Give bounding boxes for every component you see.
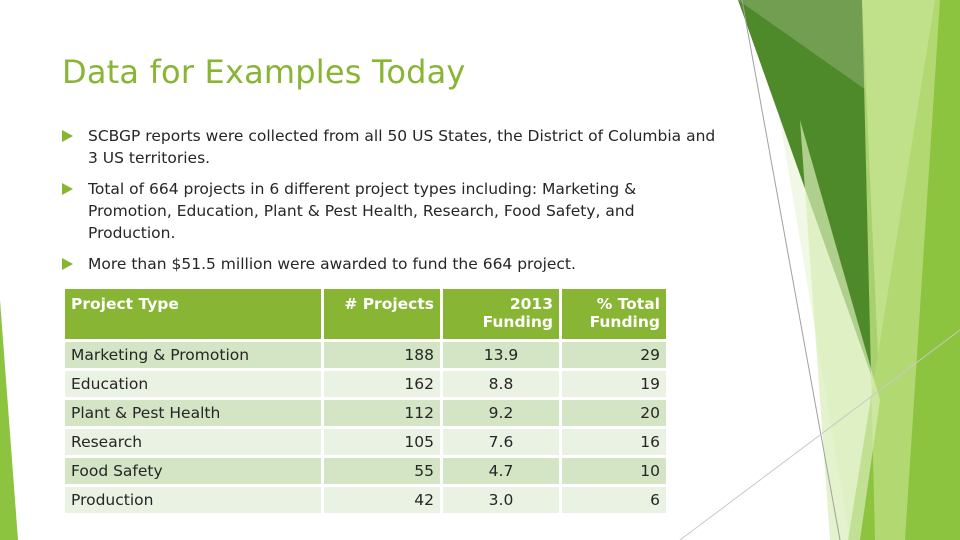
cell-project-type: Production xyxy=(65,487,321,513)
triangle-bullet-icon xyxy=(62,183,73,195)
table-row: Production 42 3.0 6 xyxy=(65,487,666,513)
cell-projects: 112 xyxy=(324,400,440,426)
cell-project-type: Food Safety xyxy=(65,458,321,484)
cell-projects: 105 xyxy=(324,429,440,455)
cell-percent: 29 xyxy=(562,342,666,368)
table-row: Research 105 7.6 16 xyxy=(65,429,666,455)
cell-projects: 55 xyxy=(324,458,440,484)
bullet-item: SCBGP reports were collected from all 50… xyxy=(62,125,722,169)
table-row: Education 162 8.8 19 xyxy=(65,371,666,397)
bullet-item: More than $51.5 million were awarded to … xyxy=(62,253,722,275)
bullet-list: SCBGP reports were collected from all 50… xyxy=(62,125,722,284)
header-project-type: Project Type xyxy=(65,289,321,339)
cell-percent: 16 xyxy=(562,429,666,455)
triangle-bullet-icon xyxy=(62,258,73,270)
cell-funding: 3.0 xyxy=(443,487,559,513)
header-percent-total-funding: % Total Funding xyxy=(562,289,666,339)
header-2013-funding: 2013 Funding xyxy=(443,289,559,339)
table-header-row: Project Type # Projects 2013 Funding % T… xyxy=(65,289,666,339)
project-data-table: Project Type # Projects 2013 Funding % T… xyxy=(62,286,669,516)
deco-shape-gray-green xyxy=(738,0,866,90)
triangle-bullet-icon xyxy=(62,130,73,142)
slide-title: Data for Examples Today xyxy=(62,53,466,91)
deco-left-edge-shape xyxy=(0,300,18,540)
cell-projects: 162 xyxy=(324,371,440,397)
bullet-text: Total of 664 projects in 6 different pro… xyxy=(88,180,637,242)
cell-percent: 6 xyxy=(562,487,666,513)
header-projects: # Projects xyxy=(324,289,440,339)
table-row: Marketing & Promotion 188 13.9 29 xyxy=(65,342,666,368)
deco-line-thin-1 xyxy=(741,0,841,540)
cell-project-type: Marketing & Promotion xyxy=(65,342,321,368)
cell-funding: 4.7 xyxy=(443,458,559,484)
deco-shape-mid-green xyxy=(862,0,940,540)
bullet-text: More than $51.5 million were awarded to … xyxy=(88,255,576,273)
cell-percent: 20 xyxy=(562,400,666,426)
cell-funding: 9.2 xyxy=(443,400,559,426)
cell-funding: 13.9 xyxy=(443,342,559,368)
cell-project-type: Research xyxy=(65,429,321,455)
bullet-item: Total of 664 projects in 6 different pro… xyxy=(62,178,722,244)
deco-shape-light-green xyxy=(848,0,960,540)
cell-percent: 10 xyxy=(562,458,666,484)
bullet-text: SCBGP reports were collected from all 50… xyxy=(88,127,716,167)
deco-shape-dark-green xyxy=(738,0,880,400)
cell-percent: 19 xyxy=(562,371,666,397)
cell-project-type: Plant & Pest Health xyxy=(65,400,321,426)
deco-line-thin-2 xyxy=(679,329,960,540)
cell-funding: 8.8 xyxy=(443,371,559,397)
table-row: Plant & Pest Health 112 9.2 20 xyxy=(65,400,666,426)
deco-shape-pale-right xyxy=(760,0,960,540)
cell-projects: 188 xyxy=(324,342,440,368)
cell-projects: 42 xyxy=(324,487,440,513)
deco-shape-pale-green xyxy=(800,120,880,540)
cell-project-type: Education xyxy=(65,371,321,397)
table-row: Food Safety 55 4.7 10 xyxy=(65,458,666,484)
cell-funding: 7.6 xyxy=(443,429,559,455)
